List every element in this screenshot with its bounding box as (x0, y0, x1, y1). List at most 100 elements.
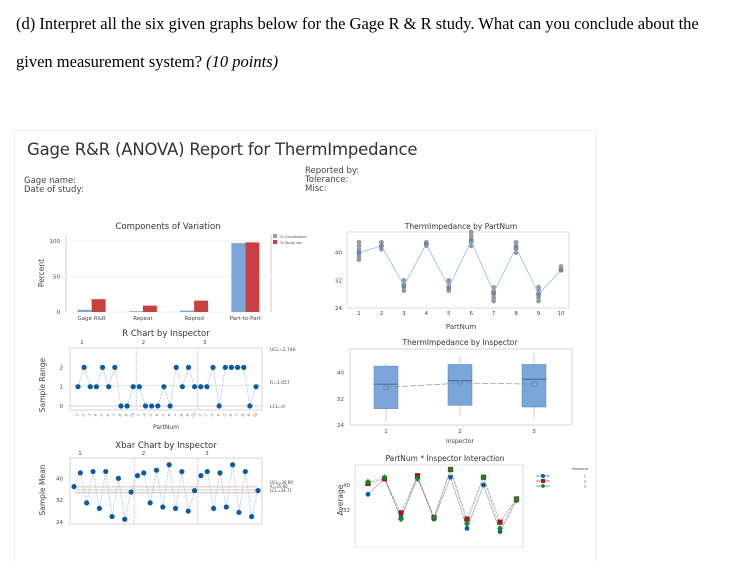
tick-label: 3 (205, 451, 209, 457)
tick-label: 1 (80, 340, 84, 346)
data-point (87, 384, 93, 390)
data-point (255, 488, 261, 494)
data-point (179, 384, 185, 390)
data-point (185, 364, 192, 370)
svg-text:⊕: ⊕ (446, 284, 452, 292)
data-point (536, 295, 541, 301)
data-point (90, 468, 96, 475)
data-point (198, 473, 204, 479)
tick-label: 3 (584, 485, 586, 489)
tick-label: 24 (335, 306, 342, 312)
data-point (513, 243, 519, 249)
tick-label: 2 (142, 451, 146, 457)
svg-text:⊕: ⊕ (468, 237, 474, 245)
data-point (161, 384, 167, 390)
tick-label: Inspector (572, 467, 589, 471)
data-point (124, 403, 130, 409)
data-point (242, 468, 248, 475)
left-meta: Gage name: Date of study: (24, 177, 84, 195)
tick-label: LCL=34.71 (270, 488, 293, 493)
data-point (204, 384, 210, 390)
data-point (217, 470, 223, 476)
tick-label: 40 (337, 371, 344, 377)
svg-text:2: 2 (142, 412, 148, 418)
svg-text:⊕: ⊕ (536, 291, 542, 299)
box (447, 364, 473, 406)
chart-title: Xbar Chart by Inspector (115, 441, 217, 451)
svg-text:8: 8 (117, 412, 123, 418)
data-point (356, 239, 362, 245)
data-point (379, 239, 384, 245)
data-point (141, 470, 147, 476)
data-point (106, 384, 112, 390)
data-point (167, 403, 173, 409)
tick-label: 1 (78, 451, 82, 457)
svg-text:3: 3 (209, 412, 215, 418)
data-point (356, 250, 362, 256)
data-point (147, 500, 153, 506)
tick-label: 4 (425, 311, 429, 317)
svg-text:2: 2 (80, 412, 86, 418)
data-point (210, 364, 216, 370)
bar (194, 300, 209, 312)
tick-label: 8 (514, 311, 518, 317)
data-point (81, 364, 87, 370)
tick-label: UCL=36.89 (270, 480, 293, 485)
data-point (468, 233, 474, 238)
tick-label: 32 (56, 498, 63, 504)
data-point (491, 298, 497, 304)
data-point (401, 288, 407, 294)
svg-text:7: 7 (173, 412, 179, 418)
tick-label: 7 (492, 311, 496, 317)
data-point (536, 284, 541, 290)
data-point (356, 253, 362, 259)
svg-text:1: 1 (74, 412, 80, 418)
report-title: Gage R&R (ANOVA) Report for ThermImpedan… (27, 140, 418, 159)
question-line-2: given measurement system? (10 points) (16, 52, 278, 72)
y-axis-label: Sample Range (38, 357, 47, 412)
svg-text:4: 4 (93, 412, 99, 418)
chart-title: ThermImpedance by Inspector (402, 338, 519, 347)
y-axis-label: Average (336, 484, 345, 515)
data-point (122, 516, 128, 522)
tick-label: 40 (343, 483, 350, 489)
svg-text:6: 6 (166, 412, 172, 418)
svg-text:3: 3 (148, 412, 154, 418)
tick-label: 2 (142, 340, 146, 346)
data-point (491, 295, 497, 301)
data-point (77, 470, 83, 476)
svg-text:9: 9 (123, 412, 129, 418)
data-point (84, 500, 90, 506)
tick-label: 0 (60, 404, 64, 410)
data-point (228, 364, 235, 370)
data-point (75, 384, 81, 390)
tick-label: 24 (56, 520, 63, 526)
tick-label: 3 (532, 429, 536, 435)
svg-text:10: 10 (251, 411, 258, 418)
tick-label: R=1.057 (270, 380, 290, 386)
tick-label: LCL=0 (270, 404, 285, 410)
data-point (558, 264, 564, 269)
tick-label: % Contribution (280, 235, 307, 239)
data-point (253, 384, 259, 390)
data-point (401, 277, 407, 283)
svg-text:5: 5 (160, 412, 166, 418)
svg-text:1: 1 (197, 412, 203, 418)
tick-label: 3 (203, 340, 207, 346)
tick-label: 24 (337, 423, 344, 429)
tick-label: 50 (53, 275, 60, 281)
data-point (153, 467, 160, 473)
svg-text:10: 10 (129, 411, 136, 418)
tick-label: 1 (60, 385, 64, 391)
tick-label: 2 (380, 311, 384, 317)
partnum-inspector-interaction-chart: PartNum * Inspector Interaction 32 40Avera… (336, 454, 589, 548)
bar (91, 299, 106, 312)
data-point (118, 403, 124, 409)
data-point (236, 509, 242, 516)
data-point (155, 403, 161, 409)
svg-text:8: 8 (179, 412, 185, 418)
data-point (99, 364, 106, 370)
data-point (112, 364, 118, 370)
